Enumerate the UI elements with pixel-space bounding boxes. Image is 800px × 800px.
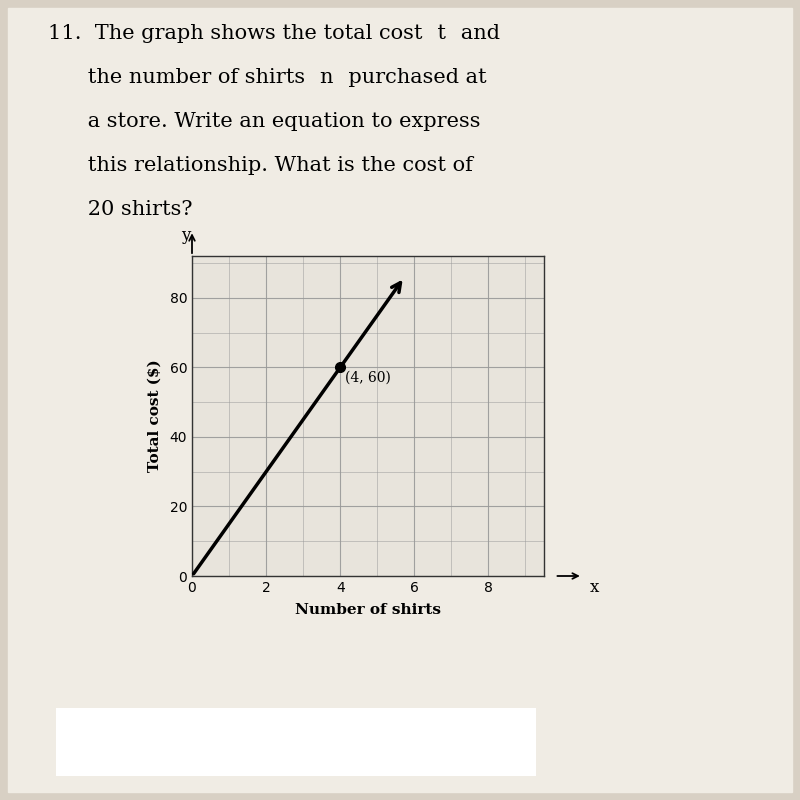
Y-axis label: Total cost ($): Total cost ($): [147, 360, 161, 472]
Text: 20 shirts?: 20 shirts?: [48, 200, 193, 219]
Text: a store. Write an equation to express: a store. Write an equation to express: [48, 112, 481, 131]
Text: this relationship. What is the cost of: this relationship. What is the cost of: [48, 156, 473, 175]
X-axis label: Number of shirts: Number of shirts: [295, 603, 441, 617]
Text: 11.  The graph shows the total cost   t   and: 11. The graph shows the total cost t and: [48, 24, 500, 43]
Text: the number of shirts   n   purchased at: the number of shirts n purchased at: [48, 68, 486, 87]
Text: y: y: [182, 227, 191, 244]
FancyBboxPatch shape: [42, 706, 550, 778]
Text: (4, 60): (4, 60): [345, 370, 390, 384]
Text: x: x: [590, 579, 599, 596]
